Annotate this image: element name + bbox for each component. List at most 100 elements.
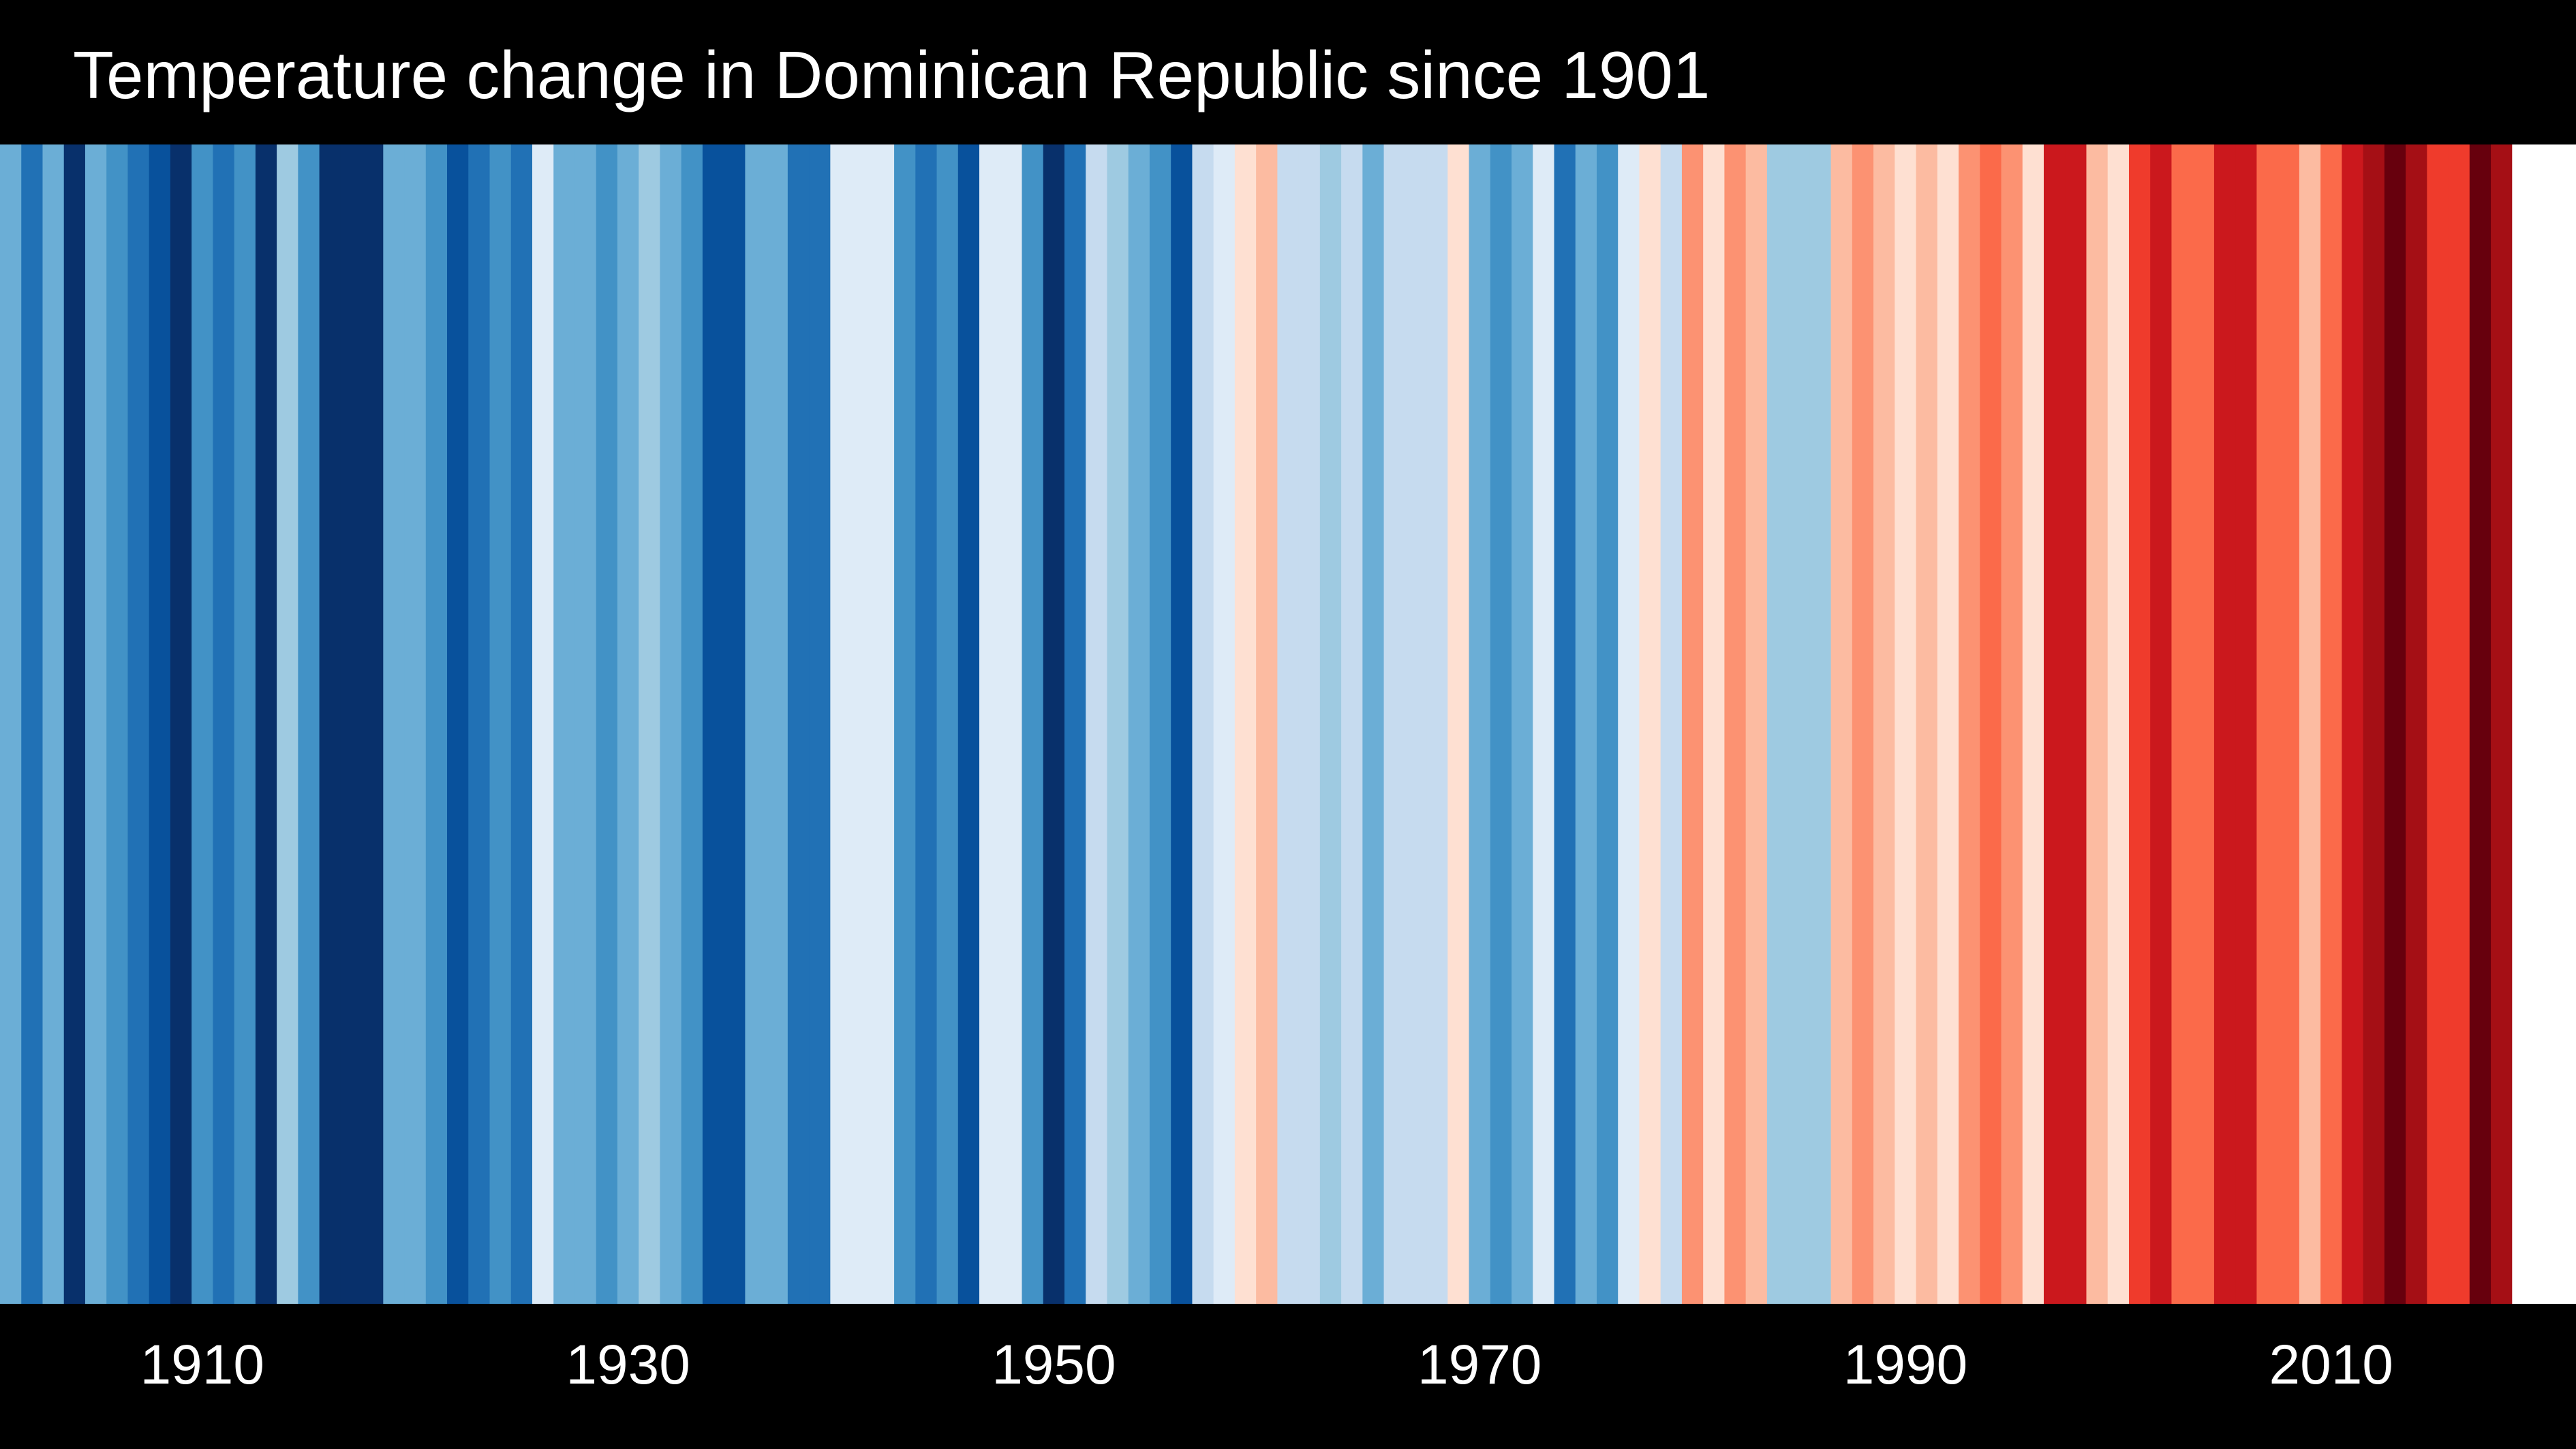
stripe-1914 <box>277 144 298 1304</box>
stripe-1942 <box>872 144 895 1304</box>
stripe-2017 <box>2469 144 2491 1304</box>
stripe-2001 <box>2128 144 2151 1304</box>
stripe-1902 <box>21 144 44 1304</box>
stripe-2014 <box>2406 144 2427 1304</box>
stripe-1948 <box>1000 144 1023 1304</box>
stripe-1955 <box>1149 144 1171 1304</box>
stripe-1964 <box>1341 144 1363 1304</box>
stripe-1918 <box>362 144 384 1304</box>
stripe-1936 <box>745 144 767 1304</box>
stripe-1912 <box>234 144 256 1304</box>
stripe-1956 <box>1171 144 1193 1304</box>
stripe-1974 <box>1554 144 1576 1304</box>
stripe-2003 <box>2171 144 2194 1304</box>
stripe-2013 <box>2384 144 2406 1304</box>
stripe-1928 <box>574 144 597 1304</box>
stripe-1971 <box>1490 144 1512 1304</box>
stripe-1975 <box>1575 144 1597 1304</box>
stripe-2004 <box>2192 144 2215 1304</box>
stripe-1966 <box>1383 144 1406 1304</box>
stripe-1919 <box>383 144 405 1304</box>
stripe-1989 <box>1873 144 1895 1304</box>
stripe-1982 <box>1724 144 1747 1304</box>
stripe-1937 <box>766 144 788 1304</box>
stripe-2010 <box>2320 144 2342 1304</box>
stripe-1931 <box>639 144 661 1304</box>
stripe-1920 <box>404 144 427 1304</box>
stripe-1967 <box>1405 144 1427 1304</box>
stripe-2006 <box>2235 144 2258 1304</box>
x-tick-label: 2010 <box>2269 1334 2393 1396</box>
stripe-2018 <box>2491 144 2513 1304</box>
stripe-1987 <box>1830 144 1853 1304</box>
stripe-1946 <box>957 144 980 1304</box>
stripe-1981 <box>1703 144 1726 1304</box>
x-axis-ticks: 1910 1930 1950 1970 1990 2010 <box>140 1334 2393 1396</box>
stripe-1924 <box>489 144 512 1304</box>
stripe-1932 <box>660 144 682 1304</box>
stripe-1944 <box>915 144 938 1304</box>
stripe-1923 <box>468 144 491 1304</box>
stripe-2016 <box>2448 144 2470 1304</box>
stripe-1961 <box>1277 144 1300 1304</box>
x-tick-label: 1950 <box>992 1334 1116 1396</box>
stripe-1983 <box>1745 144 1768 1304</box>
stripe-1958 <box>1213 144 1236 1304</box>
stripe-1950 <box>1043 144 1065 1304</box>
stripe-2009 <box>2299 144 2321 1304</box>
stripe-1996 <box>2022 144 2044 1304</box>
x-tick-label: 1910 <box>140 1334 264 1396</box>
stripe-1910 <box>191 144 213 1304</box>
stripe-1904 <box>63 144 86 1304</box>
stripe-1921 <box>425 144 448 1304</box>
stripe-1972 <box>1512 144 1533 1304</box>
stripe-1995 <box>2001 144 2023 1304</box>
stripe-1922 <box>447 144 469 1304</box>
stripe-1990 <box>1895 144 1917 1304</box>
stripe-1962 <box>1298 144 1321 1304</box>
stripe-1978 <box>1639 144 1661 1304</box>
stripe-2020 <box>2533 144 2556 1304</box>
stripe-1906 <box>106 144 129 1304</box>
stripe-1953 <box>1107 144 1129 1304</box>
stripe-1903 <box>42 144 65 1304</box>
stripe-1973 <box>1533 144 1555 1304</box>
stripe-1938 <box>787 144 810 1304</box>
stripe-1977 <box>1618 144 1640 1304</box>
stripe-1925 <box>510 144 533 1304</box>
stripe-1980 <box>1681 144 1704 1304</box>
stripe-2000 <box>2107 144 2130 1304</box>
stripe-1907 <box>127 144 150 1304</box>
x-tick-label: 1970 <box>1417 1334 1542 1396</box>
stripe-1917 <box>340 144 363 1304</box>
stripe-2008 <box>2278 144 2300 1304</box>
stripe-1997 <box>2044 144 2066 1304</box>
stripe-2007 <box>2256 144 2279 1304</box>
stripe-2015 <box>2427 144 2449 1304</box>
stripe-1965 <box>1362 144 1385 1304</box>
stripe-1992 <box>1937 144 1959 1304</box>
chart-title: Temperature change in Dominican Republic… <box>73 37 1711 112</box>
stripe-1916 <box>319 144 341 1304</box>
stripe-2002 <box>2150 144 2173 1304</box>
stripe-1935 <box>724 144 746 1304</box>
stripe-1976 <box>1596 144 1619 1304</box>
stripe-1960 <box>1256 144 1278 1304</box>
stripe-2021 <box>2554 144 2576 1304</box>
stripe-1968 <box>1426 144 1448 1304</box>
stripe-1905 <box>85 144 107 1304</box>
x-tick-label: 1990 <box>1843 1334 1967 1396</box>
stripe-1984 <box>1766 144 1789 1304</box>
stripe-1957 <box>1192 144 1214 1304</box>
stripe-1952 <box>1086 144 1108 1304</box>
stripe-1970 <box>1469 144 1491 1304</box>
stripe-1911 <box>213 144 235 1304</box>
stripe-1929 <box>596 144 618 1304</box>
stripe-1959 <box>1234 144 1257 1304</box>
stripe-1949 <box>1022 144 1044 1304</box>
stripe-1963 <box>1319 144 1342 1304</box>
stripe-2012 <box>2363 144 2385 1304</box>
stripes-group <box>0 144 2576 1304</box>
